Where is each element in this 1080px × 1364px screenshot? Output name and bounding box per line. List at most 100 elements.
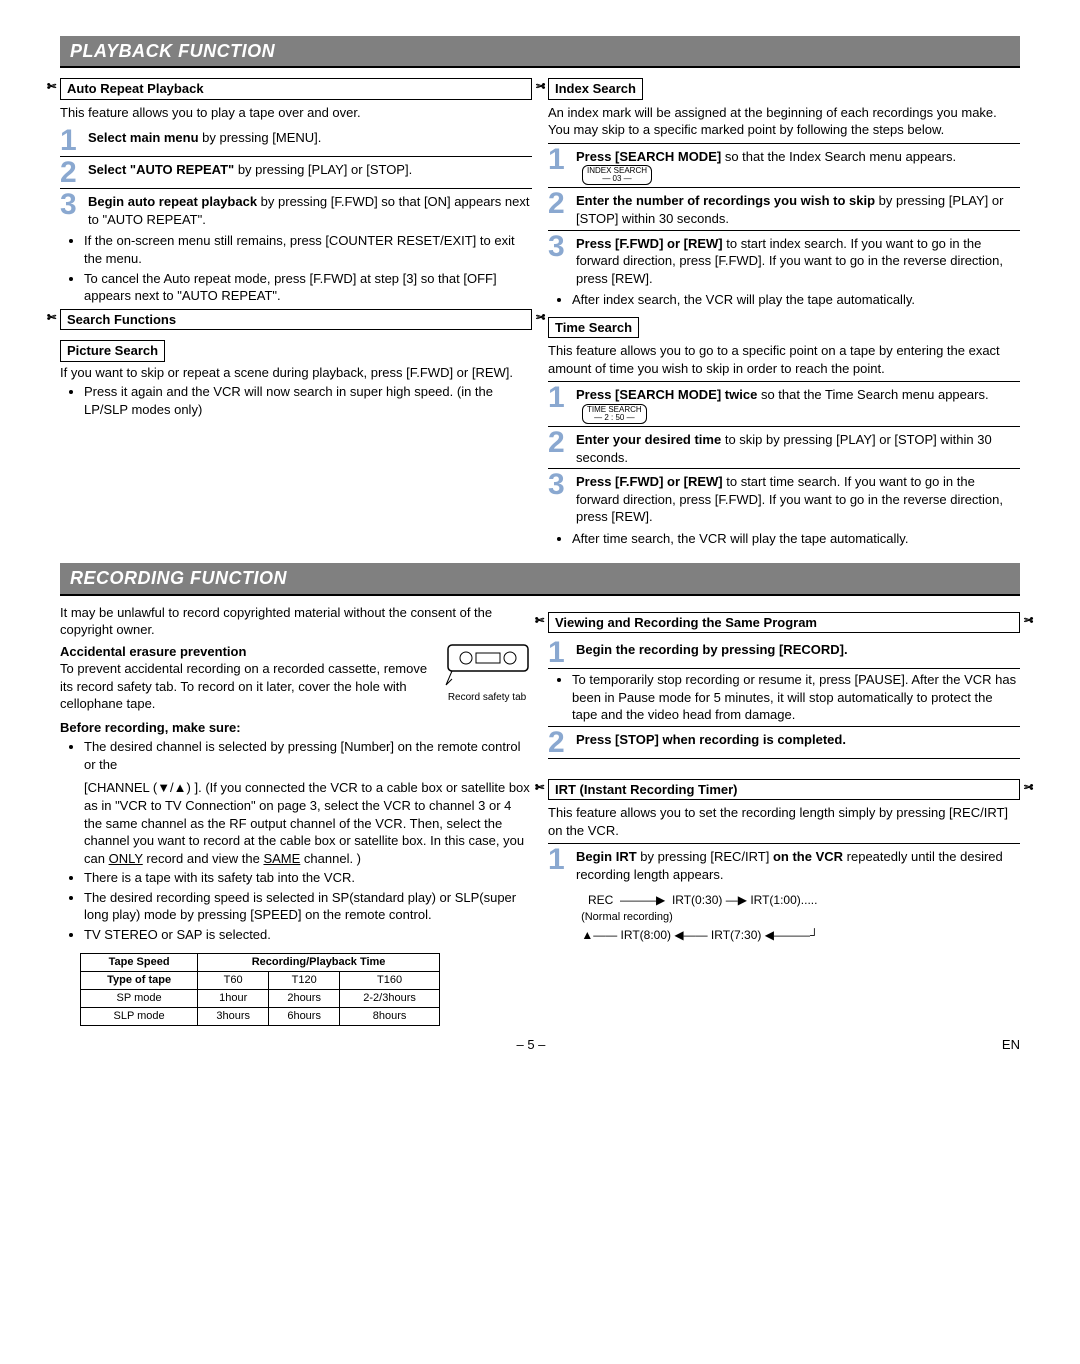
step-text-bold: Enter the number of recordings you wish … xyxy=(576,193,875,208)
playback-banner: PLAYBACK FUNCTION xyxy=(60,36,1020,68)
bullet-item: After time search, the VCR will play the… xyxy=(572,530,1020,548)
page-number: – 5 – xyxy=(517,1036,546,1054)
step-text-bold: Select main menu xyxy=(88,130,199,145)
step-text-bold: Press [F.FWD] or [REW] xyxy=(576,236,723,251)
bullet-item: The desired channel is selected by press… xyxy=(84,738,532,867)
bullet-item: If the on-screen menu still remains, pre… xyxy=(84,232,532,267)
bullet-item: There is a tape with its safety tab into… xyxy=(84,869,532,887)
step-text-bold: Begin the recording by pressing [RECORD]… xyxy=(576,639,1020,659)
tape-speed-table: Tape Speed Recording/Playback Time Type … xyxy=(80,953,440,1025)
step-text-bold: Press [SEARCH MODE] xyxy=(576,149,721,164)
recording-left-col: It may be unlawful to record copyrighted… xyxy=(60,602,532,1026)
bullet-item: TV STEREO or SAP is selected. xyxy=(84,926,532,944)
bullet-item: The desired recording speed is selected … xyxy=(84,889,532,924)
step-text-bold: Press [SEARCH MODE] twice xyxy=(576,387,757,402)
cassette-caption: Record safety tab xyxy=(442,691,532,705)
step-text: by pressing [MENU]. xyxy=(199,130,322,145)
step-number: 2 xyxy=(60,159,88,186)
table-cell: T160 xyxy=(340,972,440,990)
viewing-bullets: To temporarily stop recording or resume … xyxy=(548,671,1020,724)
step-text-bold: Begin auto repeat playback xyxy=(88,194,257,209)
time-search-osd-box: TIME SEARCH— 2 : 50 — xyxy=(582,404,647,424)
step-text: by pressing [PLAY] or [STOP]. xyxy=(234,162,412,177)
viewing-step1: 1 Begin the recording by pressing [RECOR… xyxy=(548,637,1020,669)
table-cell: 2-2/3hours xyxy=(340,990,440,1008)
playback-columns: Auto Repeat Playback This feature allows… xyxy=(60,74,1020,549)
table-cell: SP mode xyxy=(81,990,198,1008)
viewing-step2: 2 Press [STOP] when recording is complet… xyxy=(548,727,1020,759)
step-number: 1 xyxy=(548,639,576,666)
auto-repeat-header: Auto Repeat Playback xyxy=(60,78,532,100)
recording-disclaimer: It may be unlawful to record copyrighted… xyxy=(60,604,532,639)
step-number: 3 xyxy=(60,191,88,218)
picture-search-header: Picture Search xyxy=(60,340,165,362)
search-functions-header: Search Functions xyxy=(60,309,532,331)
step-text: by pressing [REC/IRT] xyxy=(637,849,773,864)
index-step1: 1 Press [SEARCH MODE] so that the Index … xyxy=(548,144,1020,189)
step-text-bold: on the VCR xyxy=(773,849,843,864)
auto-repeat-step3: 3 Begin auto repeat playback by pressing… xyxy=(60,189,532,230)
page-footer: – 5 – EN xyxy=(60,1036,1020,1054)
step-text-bold: Press [F.FWD] or [REW] xyxy=(576,474,723,489)
cassette-figure: Record safety tab xyxy=(442,643,532,705)
step-number: 1 xyxy=(548,384,576,411)
step-number: 2 xyxy=(548,729,576,756)
table-cell: 6hours xyxy=(269,1007,340,1025)
before-recording-header: Before recording, make sure: xyxy=(60,719,532,737)
index-search-header: Index Search xyxy=(548,78,643,100)
playback-right-col: Index Search An index mark will be assig… xyxy=(548,74,1020,549)
step-number: 1 xyxy=(548,846,576,873)
time-search-header: Time Search xyxy=(548,317,639,339)
step-number: 1 xyxy=(548,146,576,173)
table-cell: 8hours xyxy=(340,1007,440,1025)
bullet-item: Press it again and the VCR will now sear… xyxy=(84,383,532,418)
auto-repeat-intro: This feature allows you to play a tape o… xyxy=(60,104,532,122)
cassette-icon xyxy=(442,643,532,687)
step-text-bold: Press [STOP] when recording is completed… xyxy=(576,729,1020,749)
time-step2: 2 Enter your desired time to skip by pre… xyxy=(548,427,1020,469)
bullet-item: To cancel the Auto repeat mode, press [F… xyxy=(84,270,532,305)
table-header: Recording/Playback Time xyxy=(198,954,440,972)
table-header: Tape Speed xyxy=(81,954,198,972)
recording-columns: It may be unlawful to record copyrighted… xyxy=(60,602,1020,1026)
table-cell: SLP mode xyxy=(81,1007,198,1025)
bullet-item: After index search, the VCR will play th… xyxy=(572,291,1020,309)
irt-diagram: REC ———▶ IRT(0:30) —▶ IRT(1:00)..... (No… xyxy=(578,891,1020,944)
time-bullets: After time search, the VCR will play the… xyxy=(548,530,1020,548)
step-number: 2 xyxy=(548,429,576,456)
bullet-item: To temporarily stop recording or resume … xyxy=(572,671,1020,724)
step-text: so that the Index Search menu appears. xyxy=(721,149,956,164)
auto-repeat-step1: 1 Select main menu by pressing [MENU]. xyxy=(60,125,532,157)
table-cell: 2hours xyxy=(269,990,340,1008)
table-cell: 3hours xyxy=(198,1007,269,1025)
auto-repeat-bullets: If the on-screen menu still remains, pre… xyxy=(60,232,532,304)
table-cell: 1hour xyxy=(198,990,269,1008)
time-step1: 1 Press [SEARCH MODE] twice so that the … xyxy=(548,382,1020,427)
index-search-osd-box: INDEX SEARCH— 03 — xyxy=(582,165,652,185)
step-number: 3 xyxy=(548,471,576,498)
step-number: 2 xyxy=(548,190,576,217)
picture-search-text: If you want to skip or repeat a scene du… xyxy=(60,364,532,382)
viewing-header: Viewing and Recording the Same Program xyxy=(548,612,1020,634)
playback-left-col: Auto Repeat Playback This feature allows… xyxy=(60,74,532,549)
table-cell: T120 xyxy=(269,972,340,990)
picture-search-bullets: Press it again and the VCR will now sear… xyxy=(60,383,532,418)
index-bullets: After index search, the VCR will play th… xyxy=(548,291,1020,309)
recording-right-col: Viewing and Recording the Same Program 1… xyxy=(548,602,1020,1026)
index-search-intro: An index mark will be assigned at the be… xyxy=(548,104,1020,139)
step-number: 1 xyxy=(60,127,88,154)
step-text-bold: Select "AUTO REPEAT" xyxy=(88,162,234,177)
recording-banner: RECORDING FUNCTION xyxy=(60,563,1020,595)
time-step3: 3 Press [F.FWD] or [REW] to start time s… xyxy=(548,469,1020,528)
irt-header: IRT (Instant Recording Timer) xyxy=(548,779,1020,801)
step-number: 3 xyxy=(548,233,576,260)
step-text-bold: Enter your desired time xyxy=(576,432,721,447)
auto-repeat-step2: 2 Select "AUTO REPEAT" by pressing [PLAY… xyxy=(60,157,532,189)
lang-code: EN xyxy=(1002,1036,1020,1054)
table-header: Type of tape xyxy=(81,972,198,990)
index-step2: 2 Enter the number of recordings you wis… xyxy=(548,188,1020,230)
table-cell: T60 xyxy=(198,972,269,990)
irt-step1: 1 Begin IRT by pressing [REC/IRT] on the… xyxy=(548,844,1020,885)
irt-intro: This feature allows you to set the recor… xyxy=(548,804,1020,839)
step-text-bold: Begin IRT xyxy=(576,849,637,864)
